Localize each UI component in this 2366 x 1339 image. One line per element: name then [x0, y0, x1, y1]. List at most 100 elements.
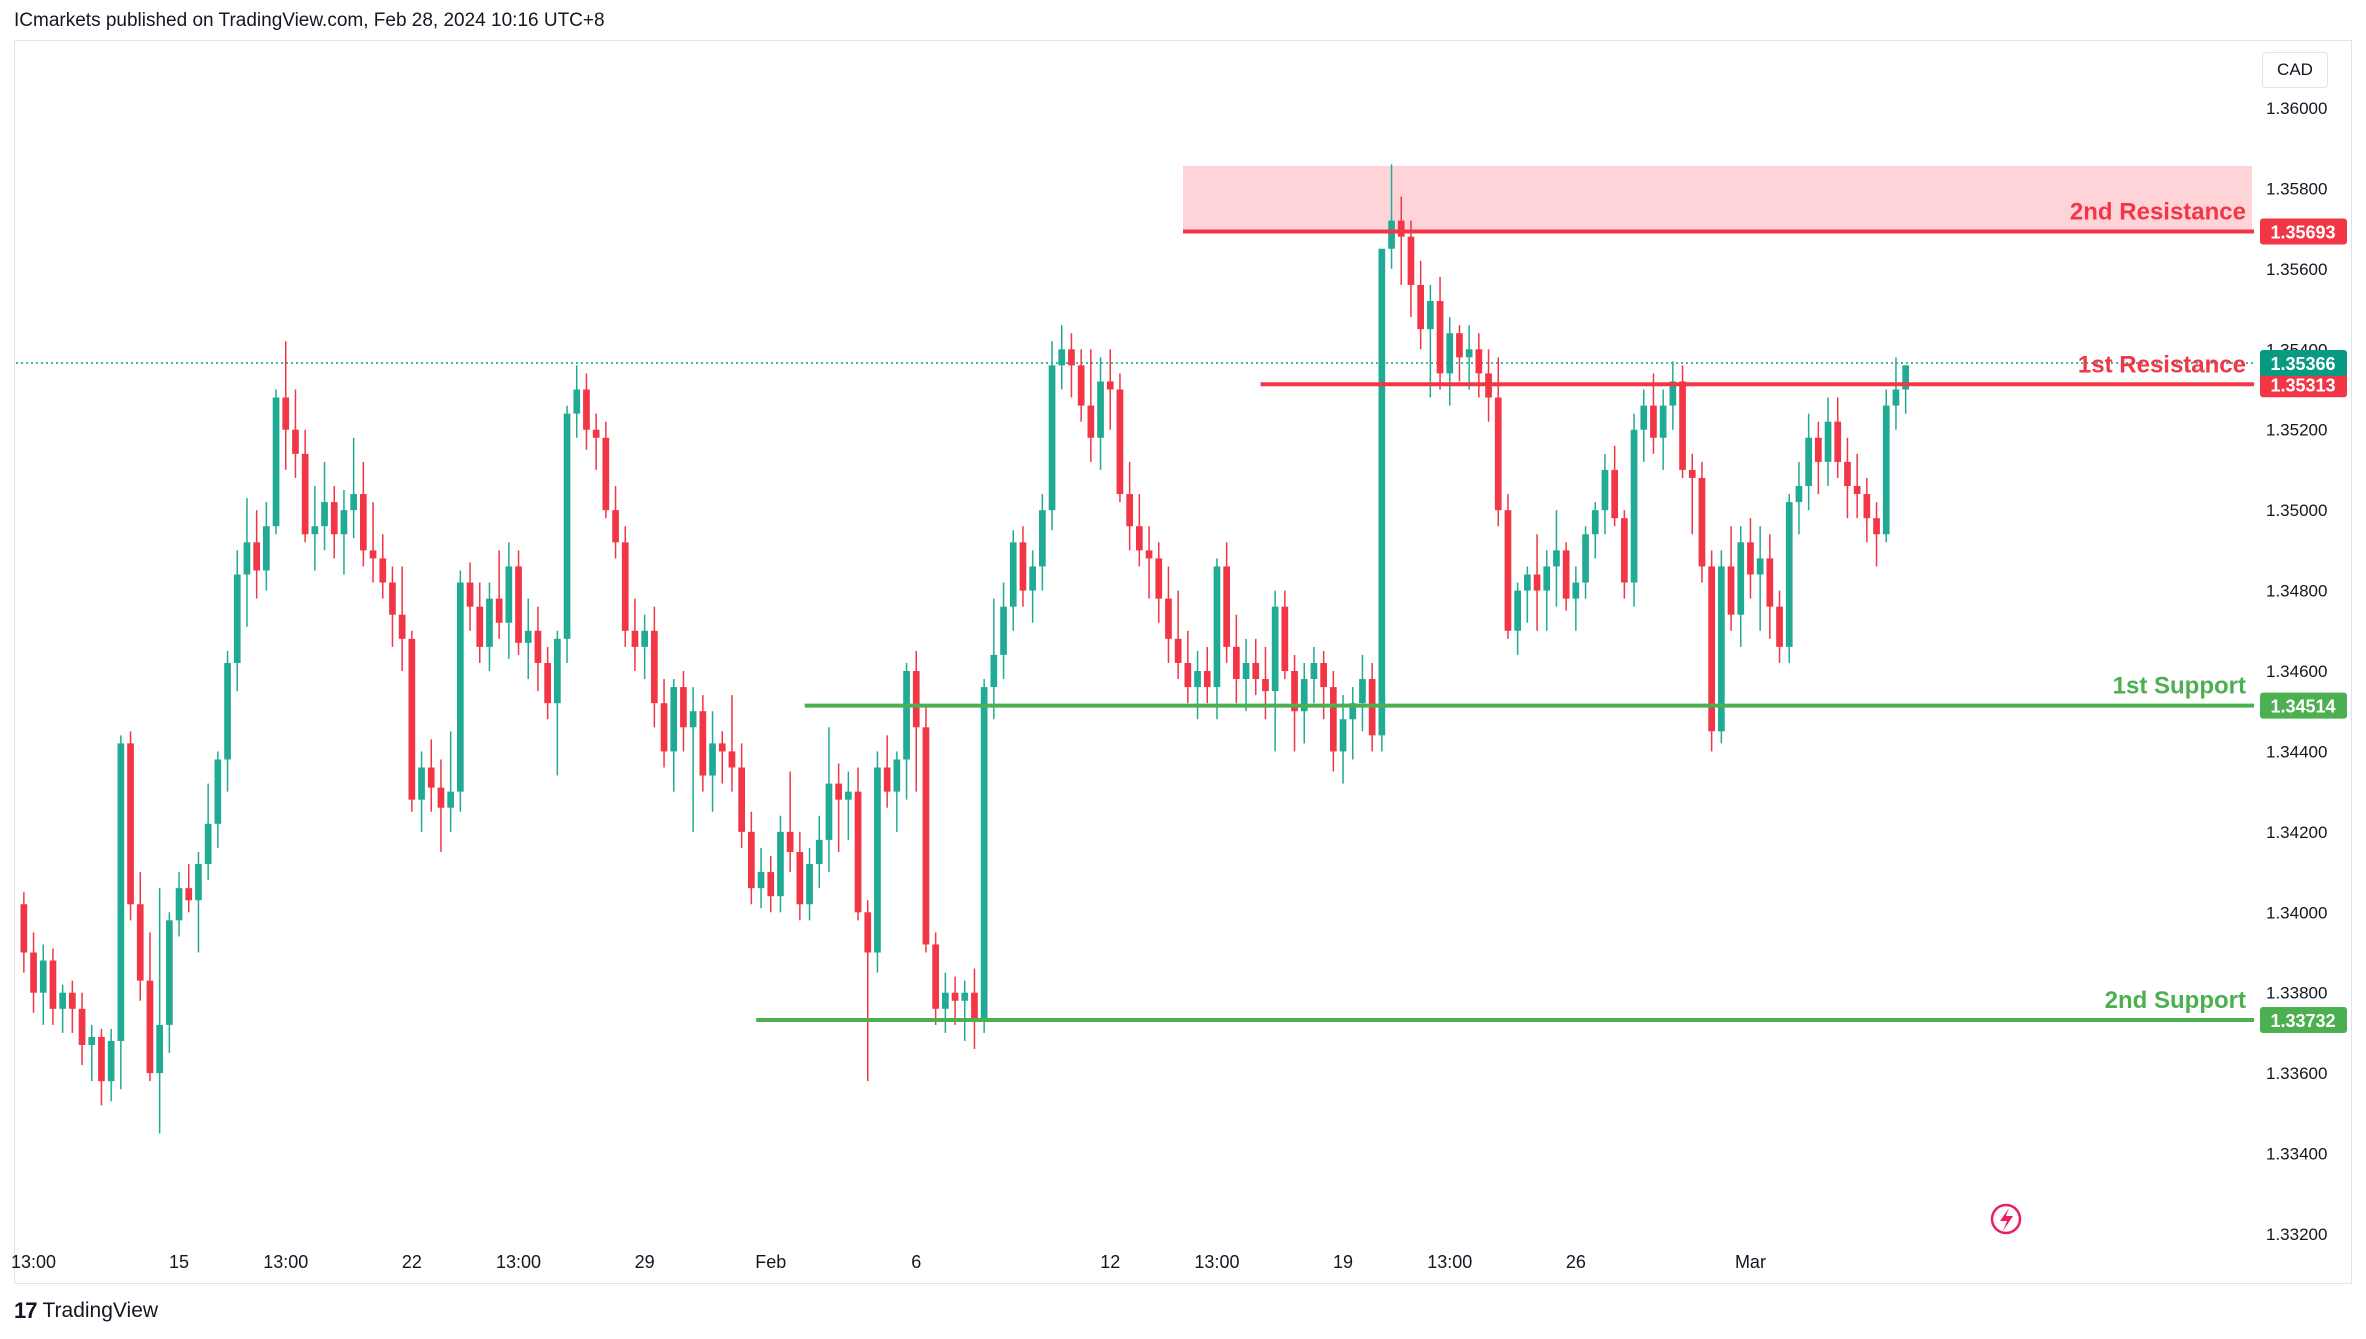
candle-body	[505, 566, 513, 623]
candle-body	[1591, 510, 1599, 535]
y-tick-label: 1.36000	[2266, 99, 2327, 118]
lightning-icon	[1990, 1203, 2022, 1235]
candle-body	[1815, 437, 1822, 462]
candle-body	[398, 614, 406, 639]
candle-body	[136, 904, 144, 981]
x-tick-label: 19	[1333, 1252, 1353, 1272]
candle-body	[1397, 220, 1405, 237]
candle-body	[350, 494, 357, 511]
candle-body	[1145, 550, 1153, 559]
candle-body	[1097, 381, 1104, 438]
candle-body	[49, 960, 57, 1009]
candle-body	[1776, 606, 1783, 647]
candle-body	[117, 743, 125, 1041]
candle-body	[175, 888, 183, 921]
candle-body	[631, 630, 639, 647]
candle-body	[874, 767, 881, 953]
tradingview-brand: TradingView	[42, 1299, 159, 1322]
resistance-label: 2nd Resistance	[2070, 198, 2246, 225]
candle-body	[660, 703, 668, 752]
candle-body	[301, 453, 309, 535]
x-tick-label: 13:00	[11, 1252, 56, 1272]
x-tick-label: Feb	[755, 1252, 786, 1272]
candle-body	[845, 791, 852, 800]
candle-body	[1359, 679, 1366, 704]
candle-body	[1494, 397, 1502, 511]
currency-selector[interactable]: CAD	[2262, 52, 2328, 88]
candle-body	[1271, 606, 1279, 692]
last-price-value: 1.35366	[2270, 354, 2335, 374]
candle-body	[651, 630, 658, 704]
last-price-badge	[2260, 349, 2347, 376]
lightning-bolt-icon	[2000, 1208, 2013, 1231]
candle-body	[224, 662, 231, 760]
candle-body	[1727, 566, 1735, 615]
candle-body	[233, 574, 241, 663]
y-tick-label: 1.34800	[2266, 582, 2327, 601]
candle-body	[1213, 566, 1221, 688]
candle-body	[1106, 381, 1114, 390]
support-price-badge	[2260, 692, 2347, 719]
x-tick-label: 29	[635, 1252, 655, 1272]
candle-body	[1136, 526, 1143, 551]
candle-body	[107, 1040, 115, 1082]
candle-body	[88, 1036, 96, 1045]
candle-body	[767, 872, 775, 897]
candle-body	[156, 1024, 163, 1074]
candle-body	[1902, 365, 1909, 390]
x-tick-label: 13:00	[1194, 1252, 1239, 1272]
candle-body	[427, 767, 435, 788]
candle-body	[942, 992, 949, 1009]
candle-body	[1388, 220, 1395, 249]
tradingview-footer[interactable]: 17 TradingView	[14, 1298, 158, 1324]
support-label: 1st Support	[2113, 673, 2246, 700]
y-tick-label: 1.33400	[2266, 1145, 2327, 1164]
candle-body	[330, 502, 338, 535]
candle-body	[369, 550, 377, 559]
candle-body	[612, 510, 619, 543]
candle-body	[1427, 301, 1434, 330]
candle-body	[592, 429, 600, 438]
x-tick-label: 15	[169, 1252, 189, 1272]
candle-body	[1844, 461, 1851, 487]
candle-body	[554, 638, 561, 704]
support-price-value: 1.34514	[2270, 697, 2335, 717]
candle-body	[321, 502, 328, 527]
candle-body	[932, 944, 939, 1009]
candle-body	[1174, 638, 1182, 663]
candle-body	[573, 389, 581, 414]
support-price-value: 1.33732	[2270, 1011, 2335, 1031]
publisher-header: ICmarkets published on TradingView.com, …	[14, 10, 605, 31]
candle-body	[670, 687, 678, 752]
resistance-price-badge	[2260, 218, 2347, 245]
candle-body	[30, 952, 37, 993]
candle-body	[1378, 248, 1386, 736]
candle-body	[1572, 582, 1580, 599]
candle-body	[78, 1008, 86, 1045]
candle-body	[1029, 566, 1036, 591]
candle-body	[437, 787, 445, 808]
candle-body	[1524, 574, 1531, 591]
candle-body	[990, 654, 998, 688]
candle-body	[1708, 566, 1715, 732]
candle-body	[1310, 662, 1318, 680]
candle-body	[1892, 389, 1900, 406]
candle-body	[1543, 566, 1551, 591]
candle-body	[1659, 405, 1667, 438]
resistance-price-badge	[2260, 371, 2347, 398]
x-tick-label: 22	[402, 1252, 422, 1272]
candle-body	[1184, 662, 1192, 688]
candle-body	[486, 598, 493, 647]
y-tick-label: 1.34200	[2266, 823, 2327, 842]
y-tick-label: 1.33800	[2266, 984, 2327, 1003]
candle-body	[1019, 542, 1027, 591]
candle-body	[1068, 349, 1075, 366]
candle-body	[806, 864, 813, 905]
candle-body	[1853, 486, 1861, 495]
candle-body	[534, 630, 542, 663]
y-tick-label: 1.34600	[2266, 662, 2327, 681]
candle-body	[738, 767, 745, 832]
candle-body	[883, 767, 891, 792]
candle-body	[1601, 469, 1609, 511]
